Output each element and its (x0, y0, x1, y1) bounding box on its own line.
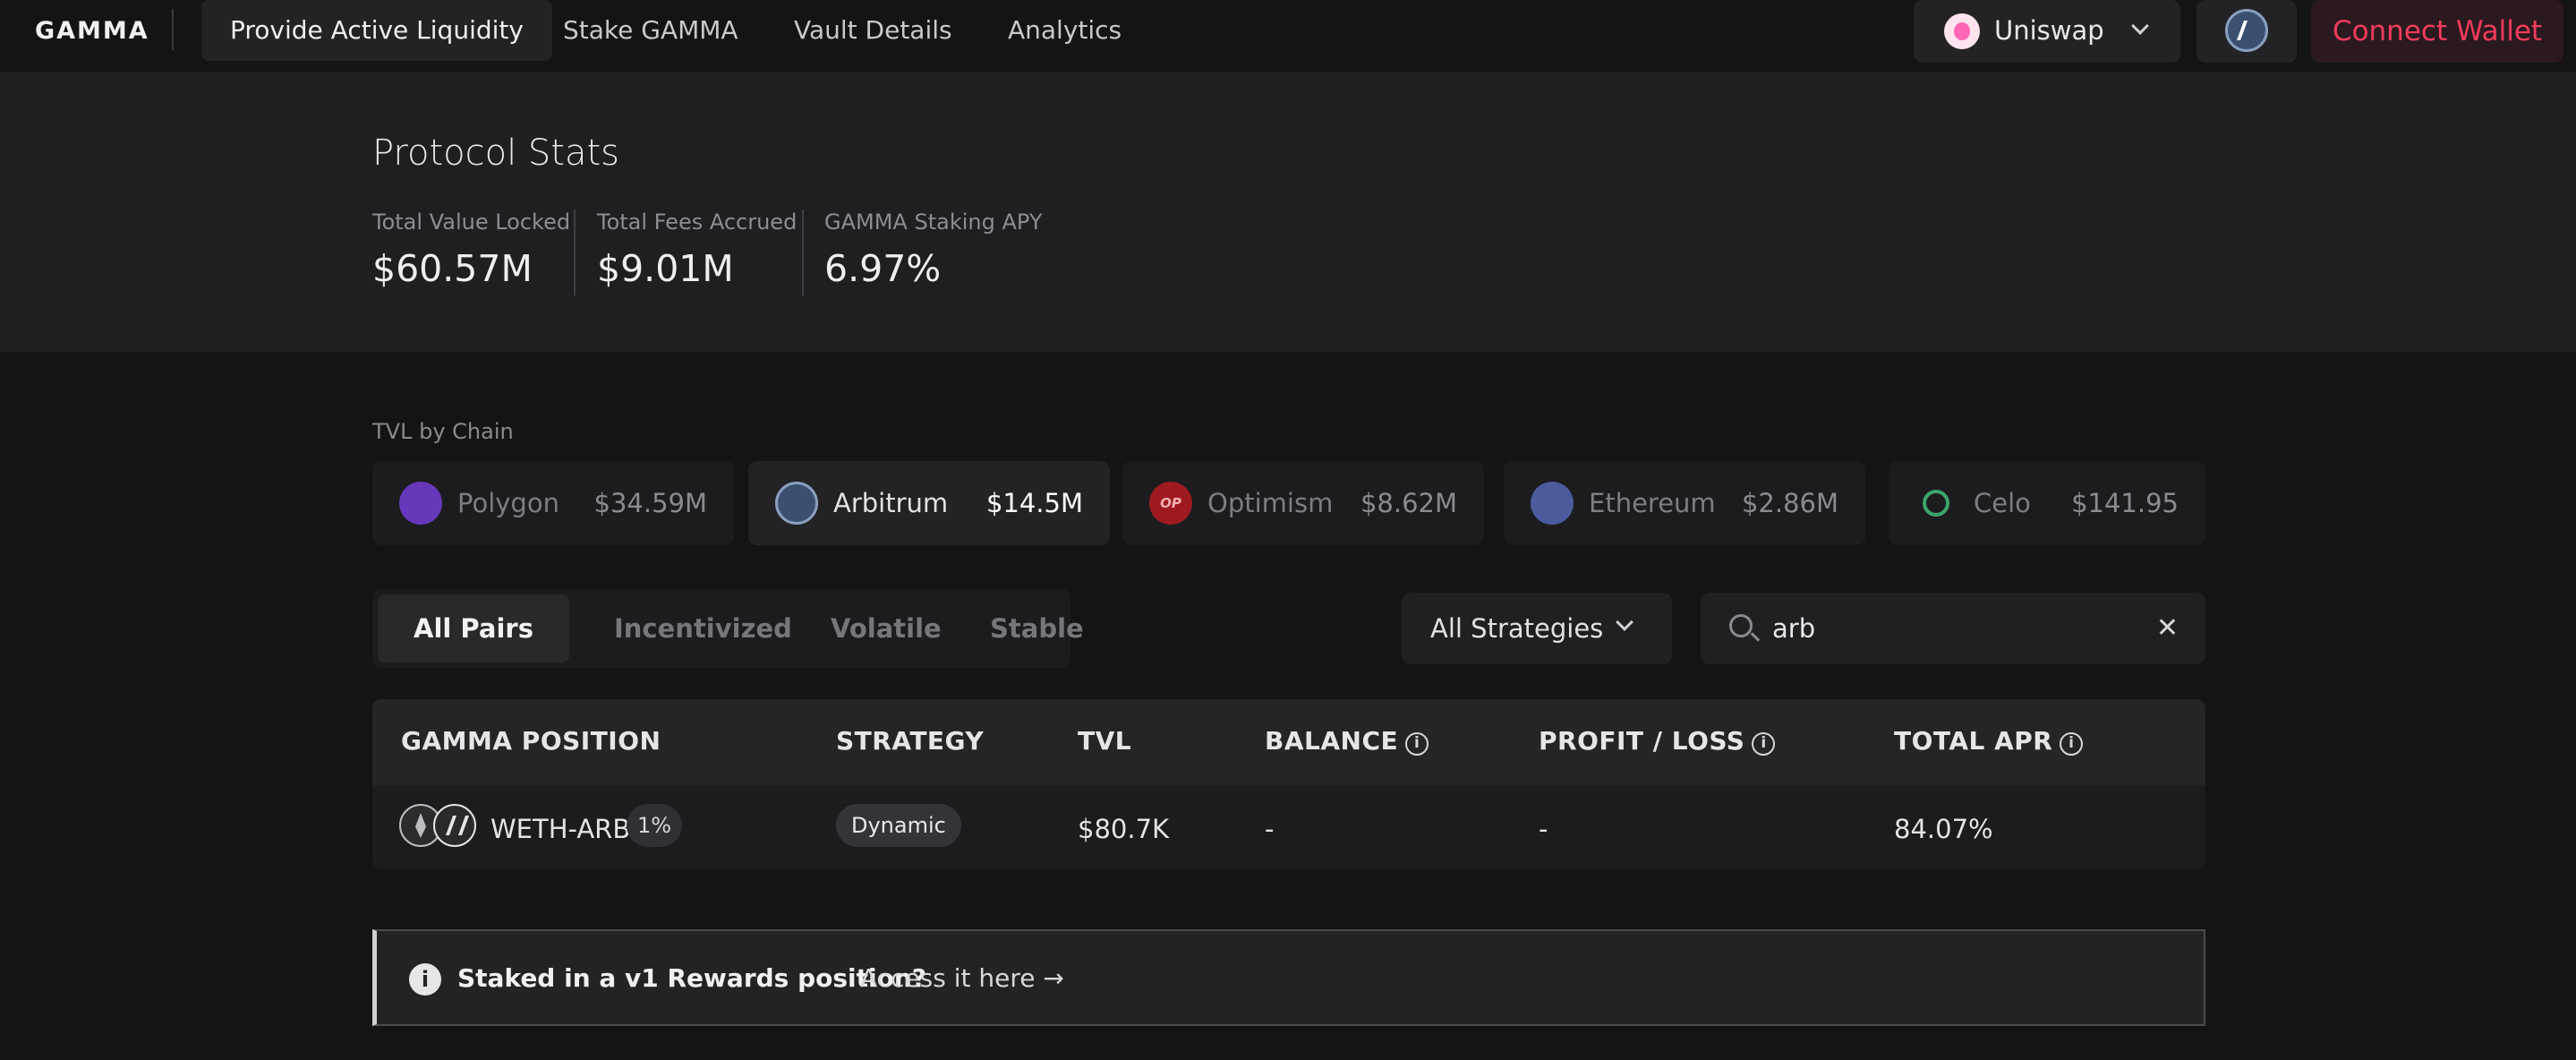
pair-name: WETH-ARB (490, 814, 631, 844)
table-header: GAMMA POSITION STRATEGY TVL BALANCE i PRO… (372, 699, 2205, 785)
arbitrum-icon (2225, 9, 2268, 52)
search-input[interactable]: arb ✕ (1701, 593, 2205, 664)
stat-label: Total Value Locked (372, 209, 571, 235)
arb-icon (433, 804, 476, 847)
strategy-dropdown[interactable]: All Strategies (1402, 593, 1672, 664)
chevron-down-icon (2131, 17, 2149, 35)
info-icon: i (409, 963, 441, 996)
stat-fees: Total Fees Accrued $9.01M (597, 209, 797, 290)
gamma-logo[interactable]: GAMMA (35, 17, 149, 45)
arbitrum-icon (775, 482, 818, 525)
info-icon[interactable]: i (1405, 732, 1429, 756)
search-value: arb (1772, 613, 1816, 644)
connect-wallet-button[interactable]: Connect Wallet (2311, 0, 2563, 63)
col-total-apr[interactable]: TOTAL APR i (1894, 726, 2084, 756)
tvl-by-chain-label: TVL by Chain (372, 419, 514, 444)
chain-card-celo[interactable]: Celo $141.95 (1889, 461, 2205, 545)
stat-value: 6.97% (824, 247, 942, 290)
stat-tvl: Total Value Locked $60.57M (372, 209, 570, 290)
access-it-here-link[interactable]: Access it here → (860, 963, 1064, 993)
col-gamma-position[interactable]: GAMMA POSITION (401, 726, 661, 756)
chain-tvl: $2.86M (1741, 488, 1838, 518)
chain-name: Optimism (1207, 488, 1334, 518)
chain-name: Arbitrum (833, 488, 949, 518)
chain-name: Polygon (457, 488, 559, 518)
celo-icon (1923, 490, 1949, 517)
nav-analytics[interactable]: Analytics (1008, 15, 1122, 45)
positions-table: GAMMA POSITION STRATEGY TVL BALANCE i PRO… (372, 699, 2205, 869)
search-icon (1729, 614, 1753, 637)
col-strategy[interactable]: STRATEGY (836, 726, 985, 756)
fee-tier-badge: 1% (627, 804, 683, 847)
tab-stable[interactable]: Stable (990, 613, 1084, 644)
chain-tvl: $14.5M (985, 488, 1083, 518)
stat-divider (574, 209, 576, 295)
strategy-dropdown-label: All Strategies (1430, 613, 1604, 644)
notice-text: Staked in a v1 Rewards position? (457, 963, 927, 993)
protocol-stats-panel (0, 72, 2576, 352)
chain-card-polygon[interactable]: Polygon $34.59M (372, 461, 734, 545)
col-profit-loss[interactable]: PROFIT / LOSS i (1539, 726, 1776, 756)
polygon-icon (399, 482, 442, 525)
col-total-apr-label: TOTAL APR (1894, 726, 2053, 756)
uniswap-icon (1944, 13, 1980, 49)
chain-card-ethereum[interactable]: Ethereum $2.86M (1504, 461, 1865, 545)
nav-divider (172, 9, 174, 50)
chain-card-arbitrum[interactable]: Arbitrum $14.5M (748, 461, 1110, 545)
dex-selector[interactable]: Uniswap (1914, 0, 2180, 63)
tab-all-pairs[interactable]: All Pairs (378, 594, 569, 662)
chain-selector-button[interactable] (2196, 0, 2297, 63)
dex-label: Uniswap (1994, 15, 2104, 46)
chain-name: Ethereum (1589, 488, 1716, 518)
col-balance[interactable]: BALANCE i (1265, 726, 1429, 756)
stat-label: GAMMA Staking APY (824, 209, 1043, 235)
stat-divider (802, 209, 804, 295)
optimism-icon: OP (1149, 482, 1192, 525)
stat-value: $60.57M (372, 247, 533, 290)
top-nav: GAMMA Provide Active Liquidity Stake GAM… (0, 0, 2576, 72)
col-tvl[interactable]: TVL (1078, 726, 1132, 756)
chain-name: Celo (1974, 488, 2031, 518)
pair-filter-tabs: All Pairs Incentivized Volatile Stable (372, 589, 1084, 668)
row-tvl: $80.7K (1078, 814, 1170, 844)
ethereum-icon (1531, 482, 1574, 525)
info-icon[interactable]: i (1752, 732, 1776, 756)
chain-tvl: $8.62M (1360, 488, 1457, 518)
info-icon[interactable]: i (2060, 732, 2084, 756)
close-icon[interactable]: ✕ (2155, 612, 2179, 644)
v1-rewards-notice: i Staked in a v1 Rewards position? Acces… (372, 929, 2205, 1026)
col-profit-loss-label: PROFIT / LOSS (1539, 726, 1745, 756)
stat-staking-apy: GAMMA Staking APY 6.97% (824, 209, 1043, 290)
chain-card-optimism[interactable]: OP Optimism $8.62M (1122, 461, 1484, 545)
nav-vault-details[interactable]: Vault Details (794, 15, 952, 45)
chain-tvl: $34.59M (593, 488, 708, 518)
strategy-badge: Dynamic (836, 804, 961, 847)
row-balance: - (1265, 814, 1275, 844)
nav-stake-gamma[interactable]: Stake GAMMA (563, 15, 738, 45)
col-balance-label: BALANCE (1265, 726, 1399, 756)
protocol-stats-title: Protocol Stats (372, 132, 620, 174)
tab-volatile[interactable]: Volatile (831, 613, 942, 644)
nav-provide-liquidity[interactable]: Provide Active Liquidity (201, 0, 552, 61)
pair-token-icons (399, 804, 480, 849)
stat-value: $9.01M (597, 247, 734, 290)
row-profit-loss: - (1539, 814, 1548, 844)
tab-incentivized[interactable]: Incentivized (614, 613, 792, 644)
chevron-down-icon (1616, 613, 1633, 631)
chain-tvl: $141.95 (2071, 488, 2179, 518)
stat-label: Total Fees Accrued (597, 209, 798, 235)
row-total-apr: 84.07% (1894, 814, 1993, 844)
